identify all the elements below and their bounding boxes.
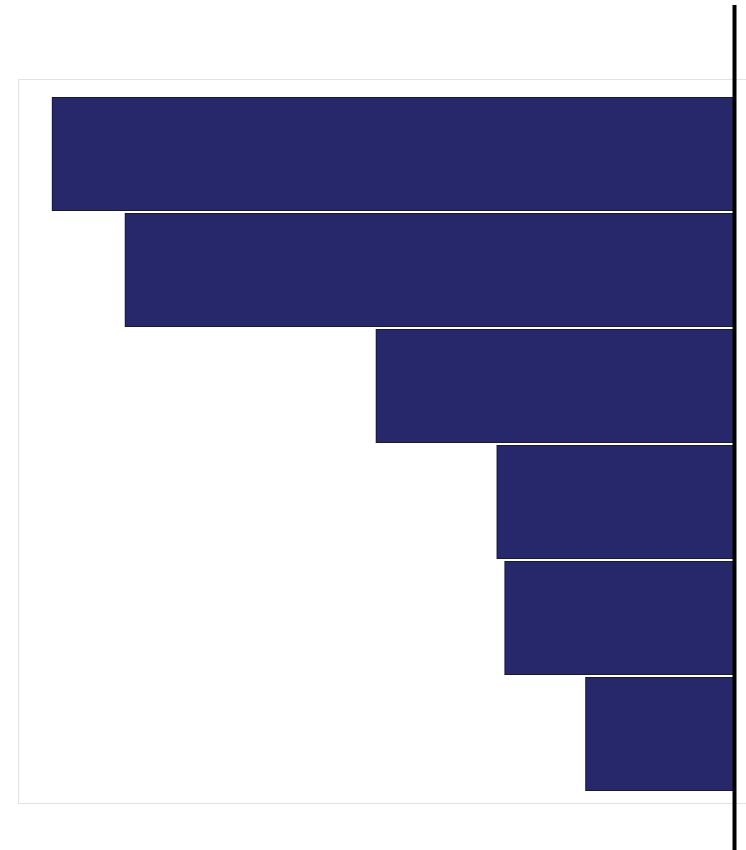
bar (375, 329, 734, 443)
bar (585, 677, 734, 791)
bar (124, 213, 734, 327)
bar (504, 561, 734, 675)
bar (496, 445, 734, 559)
bar (51, 97, 734, 211)
